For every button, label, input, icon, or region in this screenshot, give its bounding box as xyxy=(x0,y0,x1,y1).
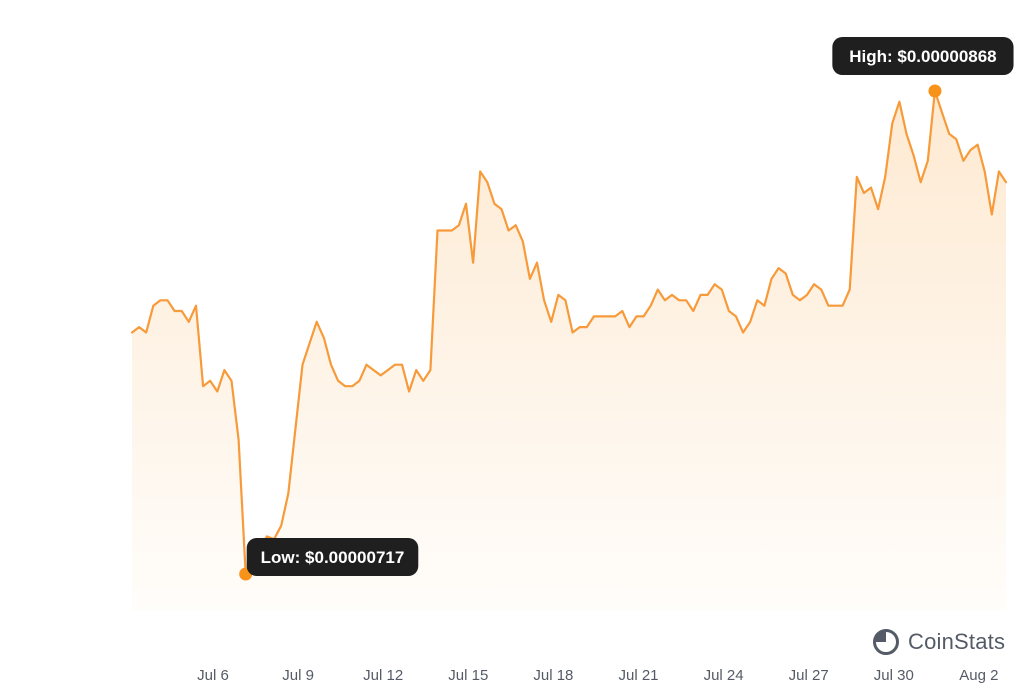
x-tick-label: Jul 27 xyxy=(789,667,829,684)
x-tick-label: Jul 30 xyxy=(874,667,914,684)
x-tick-label: Jul 24 xyxy=(704,667,744,684)
x-tick-label: Jul 18 xyxy=(533,667,573,684)
price-area-fill xyxy=(132,91,1006,610)
x-tick-label: Jul 6 xyxy=(197,667,229,684)
x-tick-label: Jul 12 xyxy=(363,667,403,684)
high-marker xyxy=(928,84,942,98)
x-tick-label: Jul 9 xyxy=(282,667,314,684)
high-label: High: $0.00000868 xyxy=(849,47,996,66)
x-tick-label: Aug 2 xyxy=(959,667,998,684)
coinstats-brand: CoinStats xyxy=(872,626,1005,658)
x-axis-ticks: Jul 6 Jul 9 Jul 12 Jul 15 Jul 18 Jul 21 Jul 24… xyxy=(197,667,998,684)
x-tick-label: Jul 15 xyxy=(448,667,488,684)
brand-name: CoinStats xyxy=(908,629,1006,654)
extreme-callouts: Low: $0.00000717 High: $0.00000868 xyxy=(239,37,1014,581)
low-label-box xyxy=(246,538,419,576)
coinstats-logo-icon xyxy=(873,629,899,655)
price-line xyxy=(130,89,1008,576)
high-label-box xyxy=(832,37,1014,75)
low-label: Low: $0.00000717 xyxy=(261,548,405,567)
x-tick-label: Jul 21 xyxy=(618,667,658,684)
